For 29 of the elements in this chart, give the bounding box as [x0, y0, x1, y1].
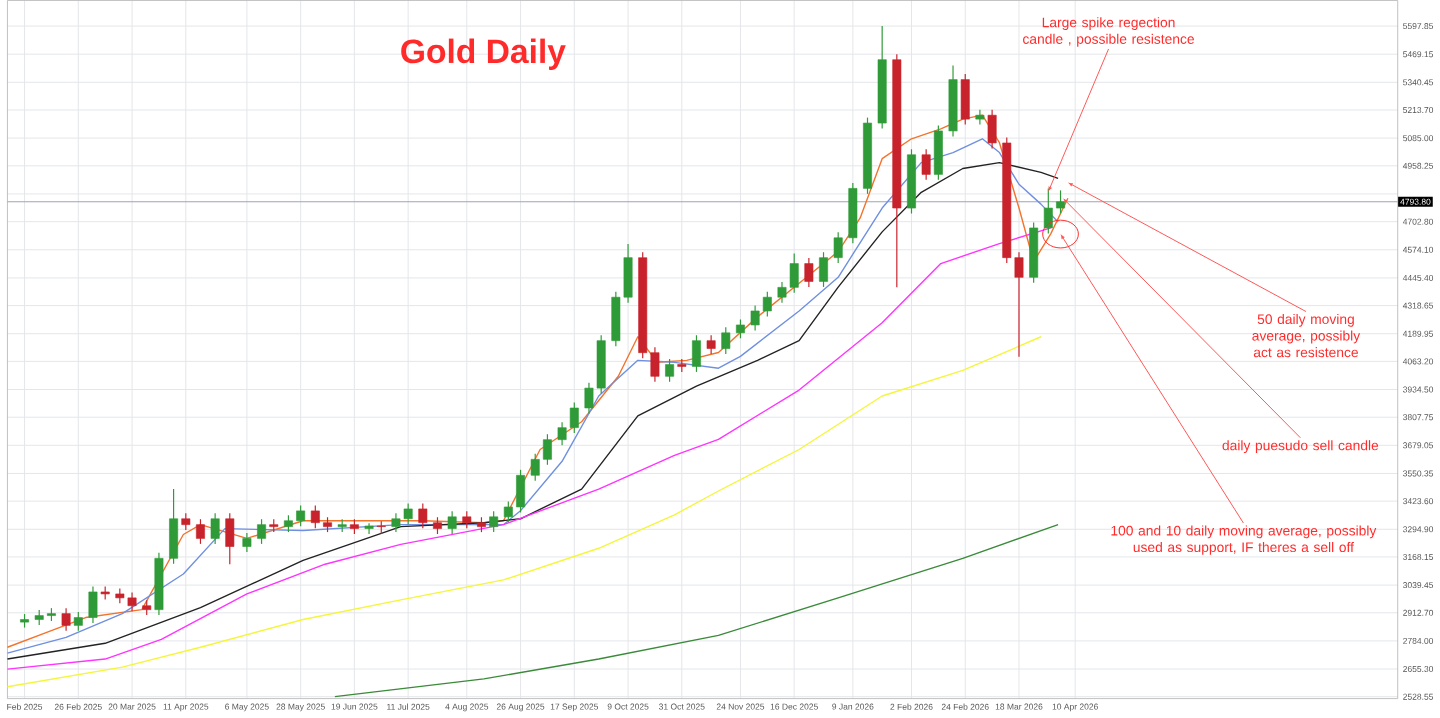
- candlestick: [721, 326, 731, 355]
- text: Gold Daily: [401, 38, 566, 70]
- candlestick: [804, 257, 814, 288]
- candlestick: [418, 502, 428, 529]
- candlestick: [933, 124, 943, 181]
- candlestick: [73, 611, 83, 632]
- candlestick: [196, 518, 205, 545]
- candlestick: [960, 73, 970, 126]
- candlestick: [975, 109, 985, 126]
- candlestick: [257, 518, 267, 545]
- candlestick: [665, 358, 675, 383]
- line-series: [334, 524, 1059, 698]
- candlestick: [447, 510, 457, 535]
- candlestick: [210, 512, 220, 545]
- candlestick: [692, 334, 701, 373]
- candlestick: [921, 148, 931, 181]
- candlestick: [61, 607, 71, 632]
- candlestick: [819, 251, 828, 288]
- candlestick: [833, 231, 843, 264]
- candlestick: [242, 532, 252, 553]
- candlestick: [706, 334, 716, 355]
- candlestick: [225, 512, 235, 565]
- line-series: [6, 336, 1042, 688]
- candlestick: [88, 585, 98, 624]
- candlestick: [735, 318, 745, 339]
- candlestick: [987, 109, 997, 150]
- candlestick: [364, 522, 374, 535]
- candlestick: [489, 510, 499, 533]
- candlestick: [169, 488, 179, 565]
